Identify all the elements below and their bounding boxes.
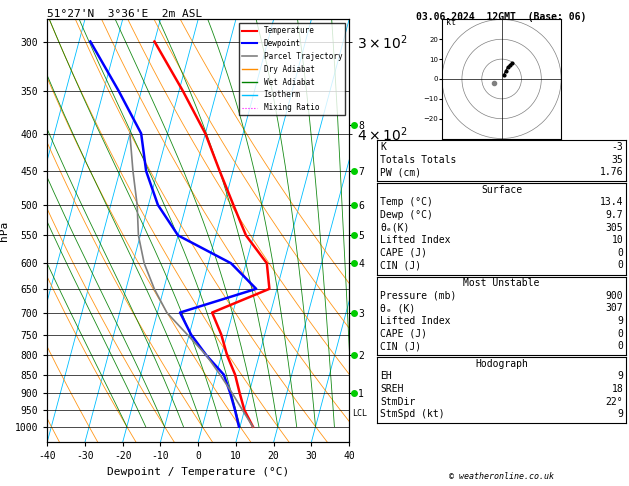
Text: kt: kt bbox=[446, 18, 456, 27]
Text: StmSpd (kt): StmSpd (kt) bbox=[380, 409, 445, 419]
Text: PW (cm): PW (cm) bbox=[380, 167, 421, 177]
Text: 9: 9 bbox=[618, 409, 623, 419]
Text: 9.7: 9.7 bbox=[606, 210, 623, 220]
Text: 9: 9 bbox=[618, 371, 623, 382]
Text: θₑ(K): θₑ(K) bbox=[380, 223, 409, 233]
Text: 900: 900 bbox=[606, 291, 623, 301]
Text: StmDir: StmDir bbox=[380, 397, 415, 407]
Text: -3: -3 bbox=[611, 142, 623, 152]
Text: 13.4: 13.4 bbox=[600, 197, 623, 208]
Y-axis label: km
ASL: km ASL bbox=[410, 222, 432, 240]
Text: Surface: Surface bbox=[481, 185, 522, 195]
Text: Lifted Index: Lifted Index bbox=[380, 235, 450, 245]
X-axis label: Dewpoint / Temperature (°C): Dewpoint / Temperature (°C) bbox=[107, 467, 289, 477]
Text: 18: 18 bbox=[611, 384, 623, 394]
Text: 1.76: 1.76 bbox=[600, 167, 623, 177]
Text: CAPE (J): CAPE (J) bbox=[380, 248, 427, 258]
Text: 305: 305 bbox=[606, 223, 623, 233]
Text: 03.06.2024  12GMT  (Base: 06): 03.06.2024 12GMT (Base: 06) bbox=[416, 12, 587, 22]
Text: θₑ (K): θₑ (K) bbox=[380, 303, 415, 313]
Text: Totals Totals: Totals Totals bbox=[380, 155, 456, 165]
Text: LCL: LCL bbox=[352, 409, 367, 418]
Text: CIN (J): CIN (J) bbox=[380, 341, 421, 351]
Legend: Temperature, Dewpoint, Parcel Trajectory, Dry Adiabat, Wet Adiabat, Isotherm, Mi: Temperature, Dewpoint, Parcel Trajectory… bbox=[239, 23, 345, 115]
Text: 9: 9 bbox=[618, 316, 623, 326]
Text: 35: 35 bbox=[611, 155, 623, 165]
Text: 51°27'N  3°36'E  2m ASL: 51°27'N 3°36'E 2m ASL bbox=[47, 9, 203, 18]
Text: 307: 307 bbox=[606, 303, 623, 313]
Text: K: K bbox=[380, 142, 386, 152]
Text: Lifted Index: Lifted Index bbox=[380, 316, 450, 326]
Text: SREH: SREH bbox=[380, 384, 403, 394]
Text: 0: 0 bbox=[618, 329, 623, 339]
Y-axis label: hPa: hPa bbox=[0, 221, 9, 241]
Text: Hodograph: Hodograph bbox=[475, 359, 528, 369]
Text: Most Unstable: Most Unstable bbox=[464, 278, 540, 288]
Text: 10: 10 bbox=[611, 235, 623, 245]
Text: 0: 0 bbox=[618, 248, 623, 258]
Text: 22°: 22° bbox=[606, 397, 623, 407]
Text: 0: 0 bbox=[618, 341, 623, 351]
Text: © weatheronline.co.uk: © weatheronline.co.uk bbox=[449, 472, 554, 481]
Text: Pressure (mb): Pressure (mb) bbox=[380, 291, 456, 301]
Text: Temp (°C): Temp (°C) bbox=[380, 197, 433, 208]
Text: CIN (J): CIN (J) bbox=[380, 260, 421, 271]
Text: Dewp (°C): Dewp (°C) bbox=[380, 210, 433, 220]
Text: EH: EH bbox=[380, 371, 392, 382]
Text: CAPE (J): CAPE (J) bbox=[380, 329, 427, 339]
Text: 0: 0 bbox=[618, 260, 623, 271]
